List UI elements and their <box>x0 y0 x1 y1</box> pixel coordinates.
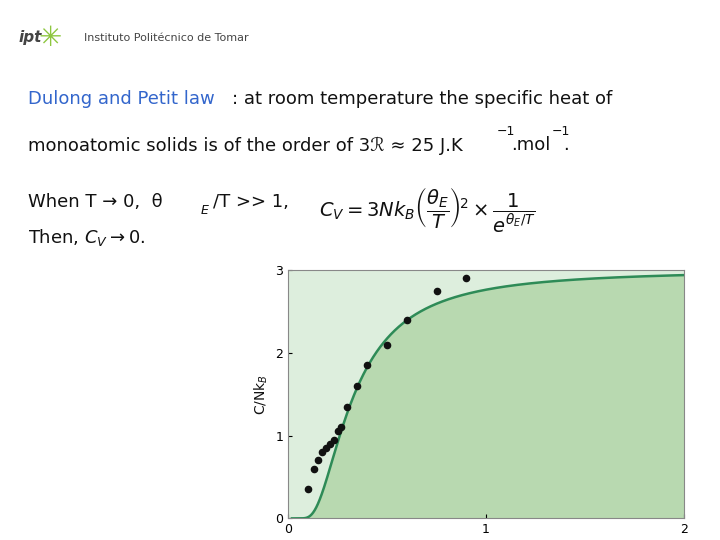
Point <box>332 427 343 436</box>
Point <box>308 464 320 473</box>
Point <box>431 286 442 295</box>
Point <box>341 402 353 411</box>
Text: monoatomic solids is of the order of 3ℛ ≈ 25 J.K: monoatomic solids is of the order of 3ℛ … <box>28 136 463 154</box>
Point <box>336 423 347 431</box>
Y-axis label: C/Nk$_B$: C/Nk$_B$ <box>252 374 269 415</box>
Point <box>328 435 339 444</box>
Text: −1: −1 <box>497 125 516 138</box>
Text: E: E <box>201 204 209 217</box>
Point <box>312 456 323 465</box>
Point <box>320 444 331 453</box>
Text: ✳: ✳ <box>38 24 62 52</box>
Point <box>324 440 336 448</box>
Text: .: . <box>563 136 569 154</box>
Text: $C_V = 3Nk_B\left(\dfrac{\theta_E}{T}\right)^{\!2} \times \dfrac{1}{e^{\theta_E/: $C_V = 3Nk_B\left(\dfrac{\theta_E}{T}\ri… <box>318 186 536 235</box>
Point <box>316 448 328 456</box>
Text: Instituto Politécnico de Tomar: Instituto Politécnico de Tomar <box>84 33 248 43</box>
Text: /T >> 1,: /T >> 1, <box>213 193 289 211</box>
Text: .mol: .mol <box>510 136 550 154</box>
Point <box>382 340 393 349</box>
Point <box>302 485 314 494</box>
Text: Then, $C_V \rightarrow 0.$: Then, $C_V \rightarrow 0.$ <box>28 227 145 248</box>
Text: −1: −1 <box>552 125 570 138</box>
Text: Dulong and Petit law: Dulong and Petit law <box>28 90 215 109</box>
Point <box>351 382 363 390</box>
Point <box>461 274 472 282</box>
Text: ipt: ipt <box>19 30 42 45</box>
Text: When T → 0,  θ: When T → 0, θ <box>28 193 163 211</box>
Text: : at room temperature the specific heat of: : at room temperature the specific heat … <box>232 90 613 109</box>
Point <box>401 315 413 324</box>
Point <box>361 361 373 369</box>
